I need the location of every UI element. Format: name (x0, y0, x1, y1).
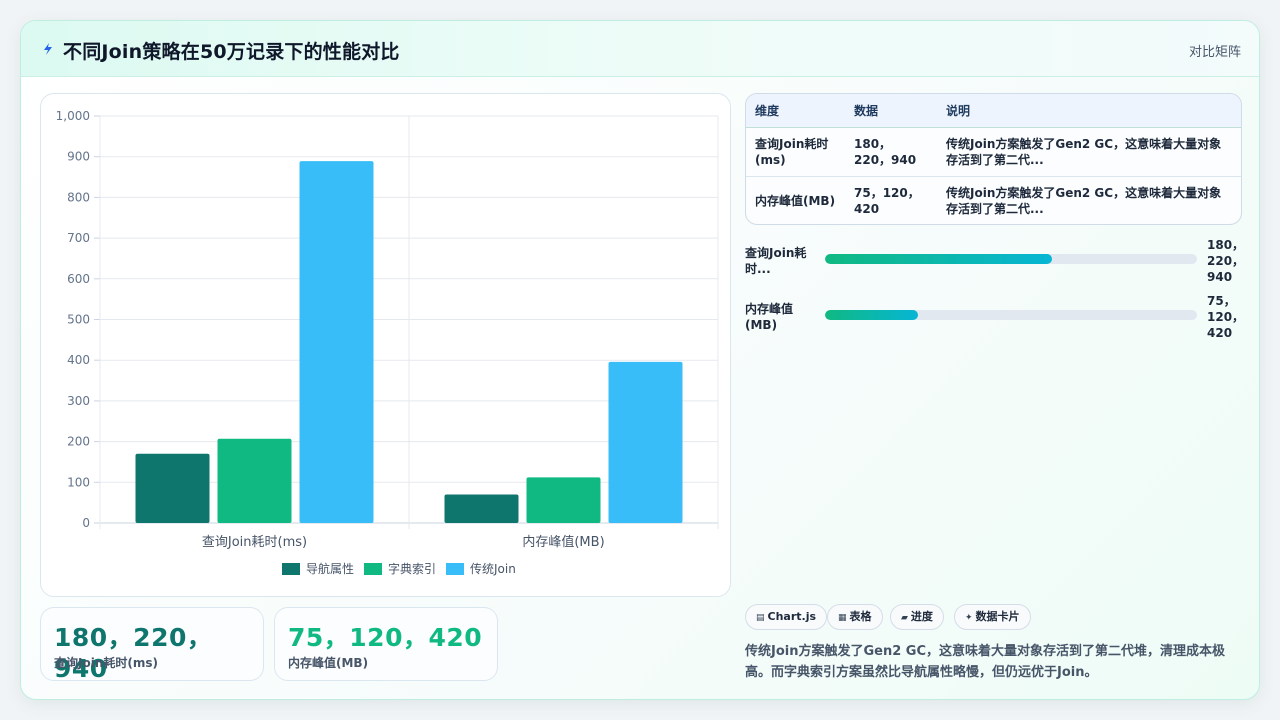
sparkle-icon: ✦ (965, 613, 973, 623)
progress-fill (825, 310, 918, 320)
bar (217, 438, 292, 523)
y-tick-label: 600 (67, 272, 90, 286)
table-cell: 内存峰值(MB) (755, 193, 836, 208)
bar-chart: 0 100 200 300 400 500 600 700 800 900 1,000 查询Join耗… (56, 109, 719, 576)
stat-label: 查询Join耗时(ms) (54, 656, 158, 670)
chip-chartjs[interactable]: ▤ Chart.js (745, 604, 828, 630)
table-row: 查询Join耗时(ms) 180，220，940 传统Join方案触发了Gen2… (746, 127, 1241, 177)
progress-label: 内存峰值(MB) (745, 302, 794, 332)
y-tick-label: 0 (82, 516, 90, 530)
column-header: 说明 (937, 94, 1241, 128)
chart-icon: ▤ (756, 613, 765, 623)
data-table: 维度 数据 说明 查询Join耗时(ms) 180，220，940 传统Join… (745, 93, 1242, 225)
progress-row-memory-peak: 内存峰值(MB) 75，120，420 (745, 294, 1244, 341)
bar (526, 477, 601, 523)
table-header-row: 维度 数据 说明 (746, 94, 1241, 128)
column-header: 维度 (746, 94, 845, 128)
table-row: 内存峰值(MB) 75，120，420 传统Join方案触发了Gen2 GC，这… (746, 176, 1241, 224)
lightning-icon (44, 43, 52, 55)
chip-progress[interactable]: ▰ 进度 (890, 604, 944, 630)
comparison-matrix-link[interactable]: 对比矩阵 (1188, 45, 1241, 60)
table-cell: 传统Join方案触发了Gen2 GC，这意味着大量对象存活到了第二代... (946, 185, 1222, 216)
legend-swatch (282, 563, 300, 575)
x-tick-label: 内存峰值(MB) (522, 534, 604, 550)
legend-swatch (446, 563, 464, 575)
page-title: 不同Join策略在50万记录下的性能对比 (63, 41, 400, 63)
x-tick-label: 查询Join耗时(ms) (202, 535, 307, 550)
table-icon: ▦ (838, 613, 847, 623)
chip-label: Chart.js (767, 610, 817, 623)
legend-swatch (364, 563, 382, 575)
y-tick-label: 500 (67, 313, 90, 327)
header-bar: 不同Join策略在50万记录下的性能对比 对比矩阵 (21, 21, 1259, 77)
dashboard-card: 不同Join策略在50万记录下的性能对比 对比矩阵 0 100 200 300 400 5… (20, 20, 1260, 700)
table-cell: 75，120，420 (854, 185, 920, 216)
bar (135, 453, 210, 523)
chip-table[interactable]: ▦ 表格 (827, 604, 883, 630)
y-tick-label: 1,000 (56, 109, 90, 123)
legend-label: 字典索引 (388, 561, 436, 576)
progress-value: 75，120，420 (1207, 294, 1245, 340)
table-cell: 查询Join耗时(ms) (746, 127, 845, 177)
stat-label: 内存峰值(MB) (288, 656, 369, 670)
stat-value: 180，220，940 (54, 623, 213, 683)
y-tick-label: 300 (67, 394, 90, 408)
stat-value: 75，120，420 (288, 623, 483, 652)
chip-label: 数据卡片 (975, 610, 1020, 623)
table-cell: 传统Join方案触发了Gen2 GC，这意味着大量对象存活到了第二代... (937, 127, 1241, 177)
stat-card-memory-peak: 75，120，420 内存峰值(MB) (274, 607, 498, 681)
progress-fill (825, 254, 1052, 264)
y-tick-label: 100 (67, 475, 90, 489)
bar (299, 161, 374, 523)
progress-track (825, 254, 1197, 264)
chip-label: 表格 (849, 610, 872, 623)
stat-card-query-time: 180，220，940 查询Join耗时(ms) (40, 607, 264, 683)
bar-chart-panel: 0 100 200 300 400 500 600 700 800 900 1,000 查询Join耗… (40, 93, 731, 597)
y-tick-label: 900 (67, 150, 90, 164)
progress-label: 查询Join耗时... (745, 246, 807, 276)
y-tick-label: 200 (67, 435, 90, 449)
column-header: 数据 (845, 94, 937, 128)
legend-label: 导航属性 (306, 561, 354, 576)
chip-data-cards[interactable]: ✦ 数据卡片 (954, 604, 1031, 630)
y-tick-label: 700 (67, 231, 90, 245)
bar (444, 494, 519, 523)
progress-row-query-time: 查询Join耗时... 180，220，940 (745, 238, 1244, 285)
summary-text: 传统Join方案触发了Gen2 GC，这意味着大量对象存活到了第二代堆，清理成本… (745, 644, 1226, 680)
progress-icon: ▰ (901, 613, 908, 623)
y-tick-label: 800 (67, 190, 90, 204)
legend-label: 传统Join (470, 561, 516, 576)
chip-label: 进度 (910, 610, 933, 623)
bar (608, 361, 683, 523)
y-tick-label: 400 (67, 353, 90, 367)
progress-track (825, 310, 1197, 320)
progress-value: 180，220，940 (1207, 238, 1245, 284)
table-cell: 180，220，940 (845, 127, 937, 177)
